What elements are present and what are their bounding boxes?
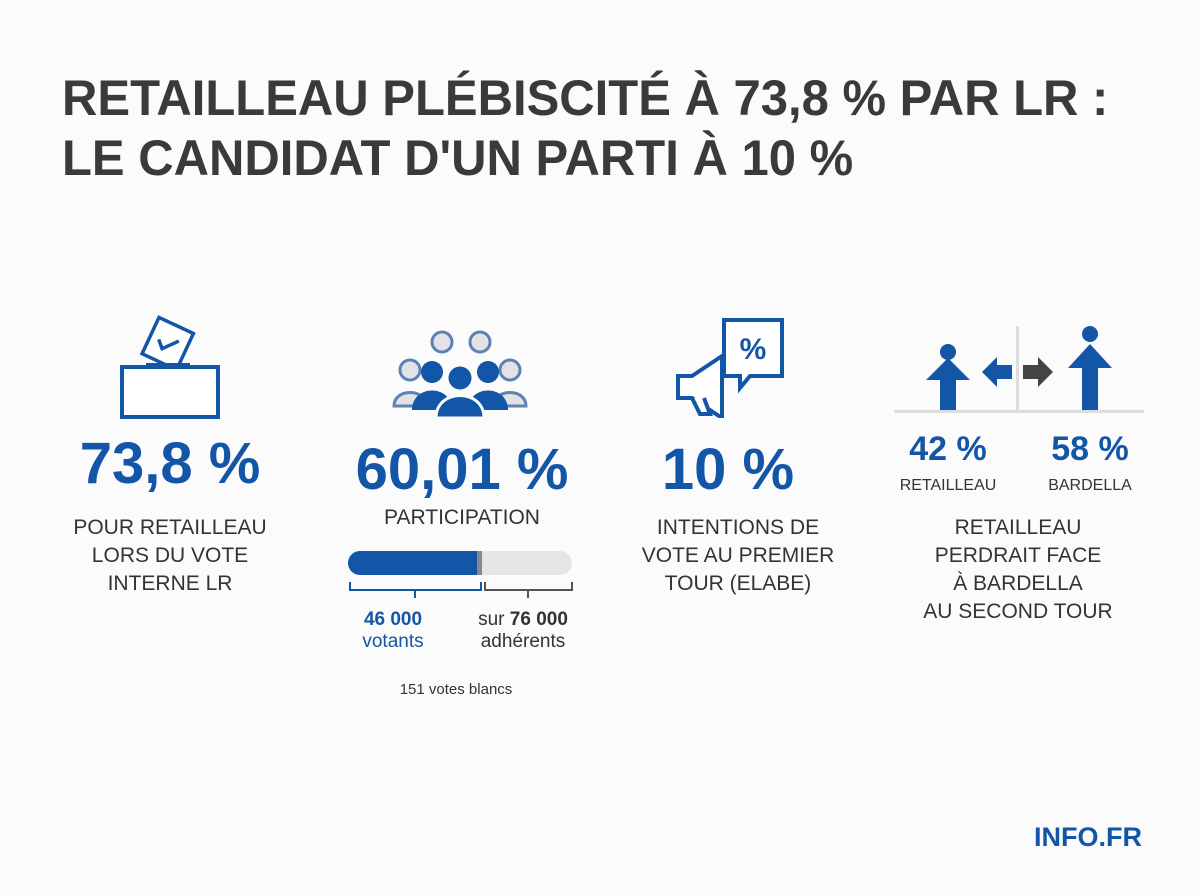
voters-unit: votants [362,631,424,652]
second-round-label: RETAILLEAU PERDRAIT FACE À BARDELLA AU SECO… [923,516,1113,623]
first-round-value: 10 % [661,437,795,502]
participation-value: 60,01 % [355,437,569,502]
retailleau-name: RETAILLEAU [899,477,997,494]
ballot-box-icon [120,315,220,419]
participation-bar [348,551,572,575]
megaphone-percent-icon: % [676,318,784,418]
bar-brackets [349,582,573,598]
participation-label: PARTICIPATION [384,506,540,529]
brand-logo: INFO.FR [1034,822,1142,852]
members-unit: adhérents [480,631,566,652]
crowd-icon [392,330,528,418]
vote-score: 73,8 % [79,431,261,496]
bardella-name: BARDELLA [1048,477,1132,494]
bardella-percent: 58 % [1051,430,1129,468]
retailleau-percent: 42 % [909,430,987,468]
members-count: sur 76 000 [478,609,568,630]
duel-figures-icon [894,326,1144,413]
blank-votes: 151 votes blancs [399,681,513,698]
page-title: RETAILLEAU PLÉBISCITÉ À 73,8 % PAR LR : … [62,70,1109,186]
first-round-label: INTENTIONS DE VOTE AU PREMIER TOUR (ELABE) [641,516,835,595]
participation-bar-fill [348,551,483,575]
voters-count: 46 000 [363,609,423,630]
vote-score-label: POUR RETAILLEAU LORS DU VOTE INTERNE LR [73,516,267,595]
svg-text:%: % [740,333,767,366]
